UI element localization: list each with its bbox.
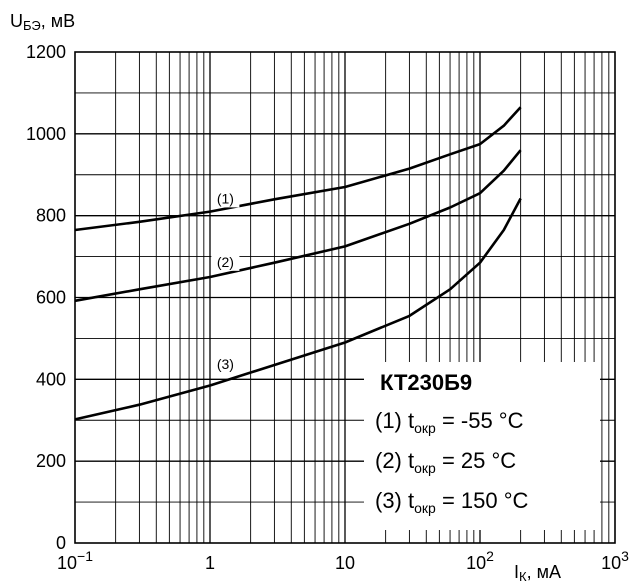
- y-tick-label: 200: [36, 451, 66, 471]
- series-tag-1: (1): [217, 190, 234, 206]
- x-tick-label: 1: [205, 553, 215, 573]
- series-tag-background: [211, 356, 240, 374]
- y-tick-label: 1000: [26, 124, 66, 144]
- series-line-1: [74, 106, 522, 232]
- legend-title: КТ230Б9: [380, 370, 472, 395]
- series-tag-3: (3): [217, 356, 234, 372]
- y-tick-label: 0: [56, 533, 66, 553]
- series-tag-background: [211, 190, 240, 208]
- series-layer: (1) (2) (3): [74, 106, 522, 421]
- series-line-2: [74, 149, 522, 303]
- x-tick-label: 102: [466, 548, 494, 573]
- legend-entry-3: (3) tокр = 150 °C: [375, 488, 529, 516]
- series-tag-background: [211, 253, 240, 271]
- x-tick-labels: 10−1 1 10 102 103: [57, 548, 629, 573]
- y-tick-label: 400: [36, 369, 66, 389]
- series-tag-2: (2): [217, 254, 234, 270]
- x-tick-label: 10: [335, 553, 355, 573]
- x-tick-label: 103: [601, 548, 629, 573]
- y-tick-label: 600: [36, 288, 66, 308]
- y-axis-label: UБЭ, мВ: [10, 11, 75, 33]
- y-tick-label: 1200: [26, 42, 66, 62]
- legend-box: КТ230Б9 (1) tокр = -55 °C (2) tокр = 25 …: [364, 362, 600, 530]
- x-tick-label: 10−1: [57, 548, 93, 573]
- x-axis-label: IК, мА: [514, 562, 561, 584]
- y-tick-labels: 0 200 400 600 800 1000 1200: [26, 42, 66, 553]
- legend-entry-1: (1) tокр = -55 °C: [375, 408, 524, 436]
- y-tick-label: 800: [36, 206, 66, 226]
- legend-background: [364, 362, 600, 530]
- legend-entry-2: (2) tокр = 25 °C: [375, 448, 516, 476]
- plot-border: [74, 51, 616, 544]
- plot-frame: [74, 51, 616, 544]
- series-line-3: [74, 197, 522, 421]
